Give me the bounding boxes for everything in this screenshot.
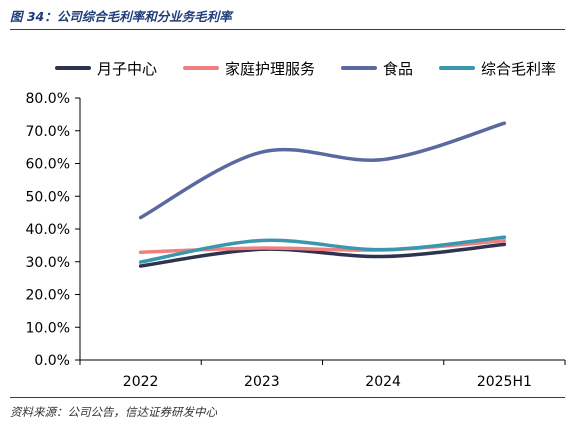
x-tick-label: 2022 <box>123 374 159 390</box>
source-note: 资料来源：公司公告，信达证券研发中心 <box>10 397 565 420</box>
legend-item-3: 食品 <box>341 58 413 79</box>
legend-swatch <box>183 66 220 70</box>
legend-label: 家庭护理服务 <box>225 59 316 78</box>
title-divider <box>10 29 565 30</box>
y-tick-label: 60.0% <box>26 157 70 173</box>
chart-legend: 月子中心 家庭护理服务 食品 综合毛利率 <box>55 57 565 79</box>
legend-label: 月子中心 <box>97 59 158 78</box>
legend-label: 综合毛利率 <box>481 59 557 78</box>
legend-item-2: 家庭护理服务 <box>183 58 315 79</box>
series-line-3 <box>138 121 507 220</box>
legend-label: 食品 <box>383 59 414 78</box>
x-tick-label: 2024 <box>365 374 401 390</box>
legend-swatch <box>341 66 378 70</box>
y-tick-label: 40.0% <box>26 222 70 238</box>
y-tick-label: 0.0% <box>34 353 70 369</box>
series-line-4 <box>138 235 507 264</box>
y-tick-label: 10.0% <box>26 320 70 336</box>
x-tick-label: 2023 <box>244 374 280 390</box>
series-line-1 <box>138 242 507 268</box>
y-tick-label: 50.0% <box>26 189 70 205</box>
legend-item-1: 月子中心 <box>55 58 157 79</box>
legend-item-4: 综合毛利率 <box>439 58 556 79</box>
x-tick-label: 2025H1 <box>477 374 532 390</box>
figure-title: 图 34：公司综合毛利率和分业务毛利率 <box>10 6 565 30</box>
source-text: 资料来源：公司公告，信达证券研发中心 <box>10 405 217 419</box>
y-tick-label: 30.0% <box>26 255 70 271</box>
y-tick-label: 20.0% <box>26 288 70 304</box>
y-tick-label: 70.0% <box>26 124 70 140</box>
source-divider <box>10 397 565 398</box>
legend-swatch <box>439 66 476 70</box>
legend-swatch <box>55 66 91 70</box>
y-tick-label: 80.0% <box>26 91 70 107</box>
figure-title-text: 图 34：公司综合毛利率和分业务毛利率 <box>10 9 232 24</box>
